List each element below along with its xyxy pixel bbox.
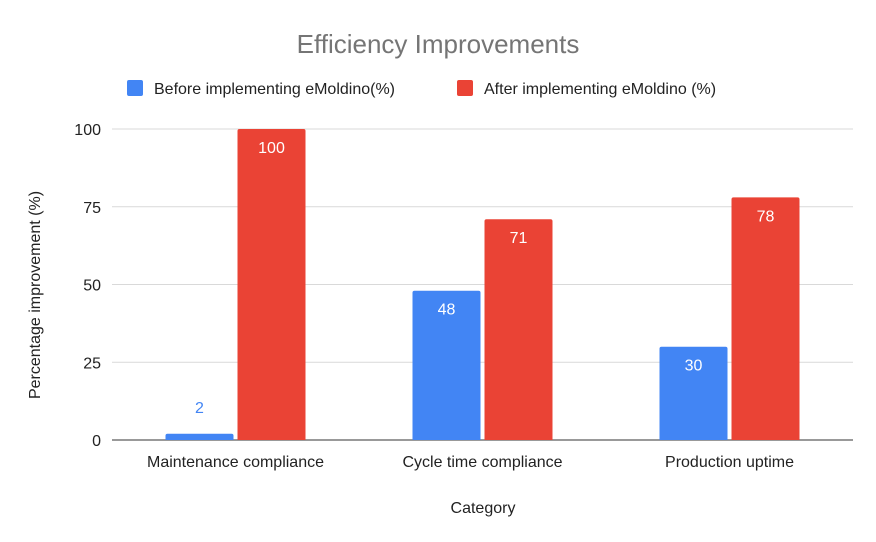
y-axis-label: Percentage improvement (%) [27,191,44,399]
y-axis-ticks: 0 25 50 75 100 [74,122,101,450]
chart-title: Efficiency Improvements [297,29,580,59]
bar [484,219,553,440]
legend-swatch-after [457,80,473,96]
bar [165,433,234,440]
data-label: 48 [438,302,456,319]
x-axis-label: Category [451,500,516,517]
y-tick-label: 50 [83,278,101,295]
bar [237,129,306,440]
data-label: 71 [510,230,528,247]
y-tick-label: 0 [92,433,101,450]
data-labels: 2 100 48 71 30 78 [195,140,774,417]
bars [165,129,800,440]
x-axis-categories: Maintenance compliance Cycle time complia… [147,454,794,471]
category-label: Maintenance compliance [147,454,324,471]
legend-label-before: Before implementing eMoldino(%) [154,81,395,98]
y-tick-label: 75 [83,200,101,217]
legend-swatch-before [127,80,143,96]
data-label: 100 [258,140,285,157]
y-tick-label: 100 [74,122,101,139]
data-label: 78 [757,208,775,225]
legend: Before implementing eMoldino(%) After im… [127,80,716,98]
data-label: 2 [195,400,204,417]
bar [731,197,800,440]
bar [412,290,481,440]
legend-label-after: After implementing eMoldino (%) [484,81,716,98]
bar [659,346,728,440]
gridlines [112,128,853,441]
data-label: 30 [685,358,703,375]
y-tick-label: 25 [83,355,101,372]
category-label: Cycle time compliance [402,454,562,471]
category-label: Production uptime [665,454,794,471]
